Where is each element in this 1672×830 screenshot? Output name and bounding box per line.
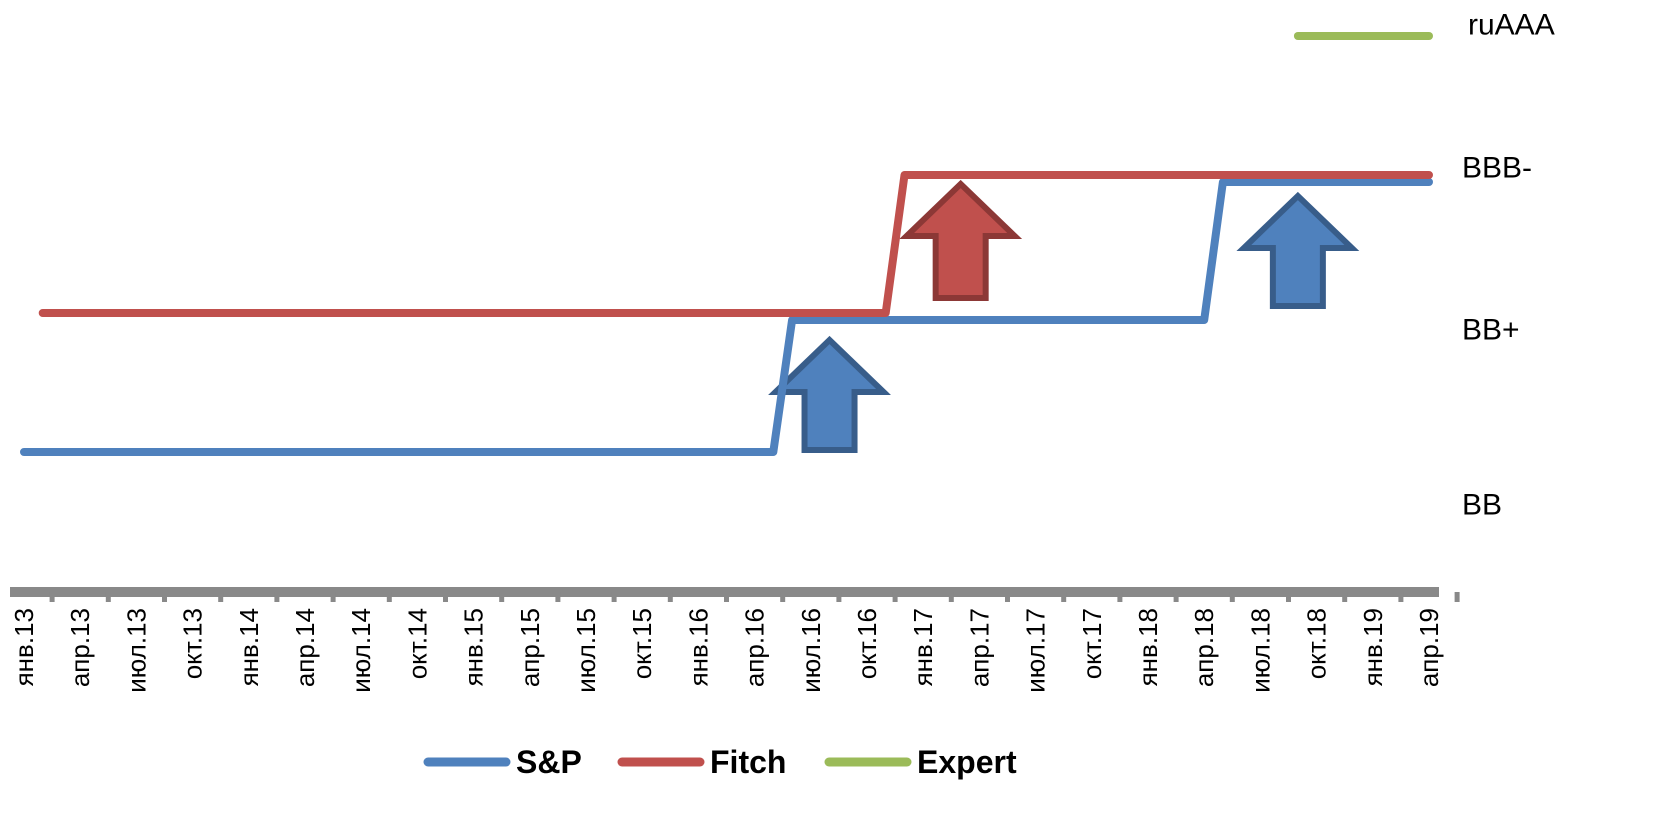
legend-label: Fitch xyxy=(710,744,786,780)
rating-level-label: ruAAA xyxy=(1468,9,1555,42)
x-tick-label: июл.18 xyxy=(1245,608,1275,693)
x-tick-label: окт.16 xyxy=(852,608,882,679)
x-tick-label: июл.16 xyxy=(796,608,826,693)
rating-level-label: BBB- xyxy=(1462,152,1532,185)
x-tick-label: апр.16 xyxy=(740,608,770,687)
x-tick-label: апр.18 xyxy=(1189,608,1219,687)
x-tick-label: янв.19 xyxy=(1358,608,1388,686)
rating-level-labels: BB BB+ BBB-ruAAA xyxy=(1462,9,1555,522)
x-tick-label: окт.15 xyxy=(627,608,657,679)
x-tick-label: окт.18 xyxy=(1302,608,1332,679)
rating-level-label: BB+ xyxy=(1462,314,1520,347)
x-tick-label: июл.13 xyxy=(121,608,151,693)
legend: S&P Fitch Expert xyxy=(428,744,1017,780)
up-arrow-2 xyxy=(907,184,1015,298)
rating-level-label: BB xyxy=(1462,489,1502,522)
x-tick-label: янв.17 xyxy=(908,608,938,686)
x-tick-label: июл.17 xyxy=(1021,608,1051,693)
x-tick-label: окт.13 xyxy=(178,608,208,679)
x-tick-label: окт.14 xyxy=(402,608,432,679)
x-tick-label: июл.15 xyxy=(571,608,601,693)
x-tick-label: апр.13 xyxy=(65,608,95,687)
x-axis: янв.13 апр.13 июл.13 окт.13 янв.14 апр.14 июл.… xyxy=(0,592,1457,693)
x-tick-label: янв.18 xyxy=(1133,608,1163,686)
up-arrow-3 xyxy=(1244,196,1352,306)
x-tick-label: янв.13 xyxy=(9,608,39,686)
legend-label: Expert xyxy=(917,744,1017,780)
up-arrow-1 xyxy=(776,340,884,450)
x-tick-label: янв.16 xyxy=(683,608,713,686)
x-tick-label: апр.17 xyxy=(964,608,994,687)
rating-lines xyxy=(24,36,1429,452)
x-tick-label: окт.17 xyxy=(1077,608,1107,679)
x-tick-label: апр.19 xyxy=(1414,608,1444,687)
x-tick-label: янв.15 xyxy=(459,608,489,686)
x-tick-label: апр.14 xyxy=(290,608,320,687)
x-tick-label: янв.14 xyxy=(234,608,264,686)
legend-label: S&P xyxy=(516,744,582,780)
x-tick-label: апр.15 xyxy=(515,608,545,687)
x-tick-label: июл.14 xyxy=(346,608,376,693)
